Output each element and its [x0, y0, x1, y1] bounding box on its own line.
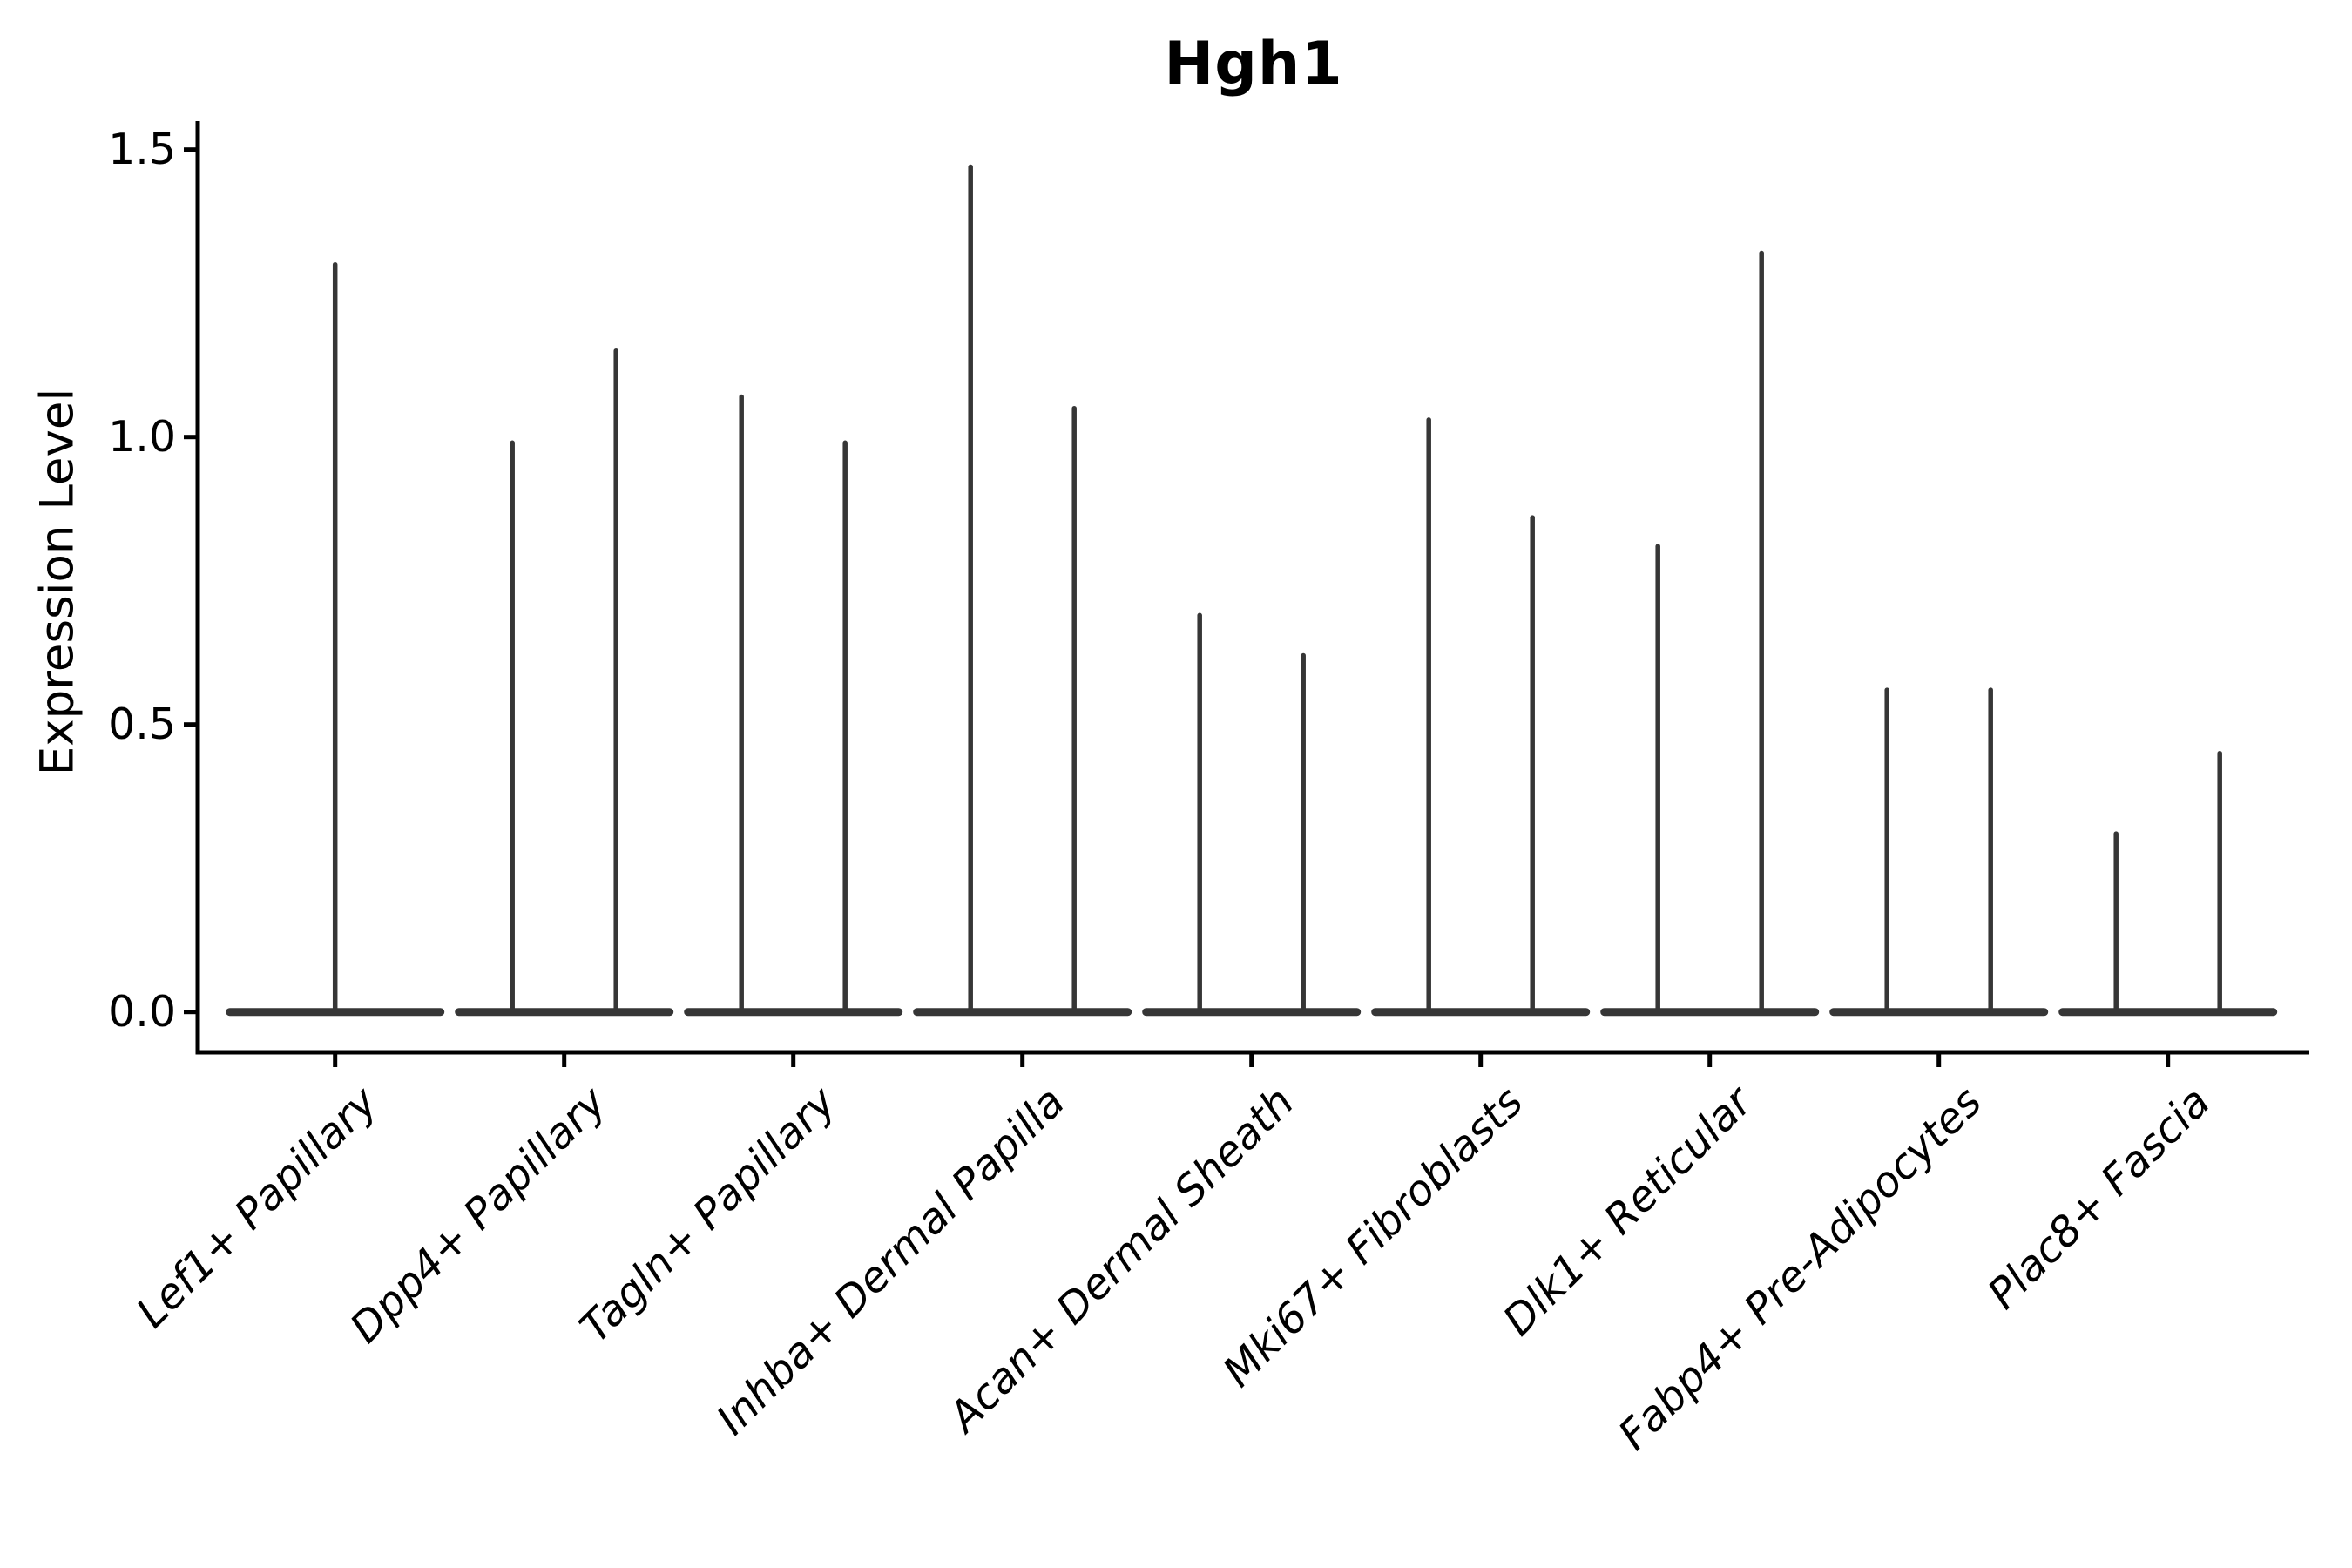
y-tick-label: 1.0 [108, 412, 176, 463]
plot-title: Hgh1 [1164, 30, 1343, 98]
y-tick-label: 0.5 [108, 700, 176, 750]
y-tick-label: 1.5 [108, 125, 176, 175]
y-tick-label: 0.0 [108, 987, 176, 1037]
